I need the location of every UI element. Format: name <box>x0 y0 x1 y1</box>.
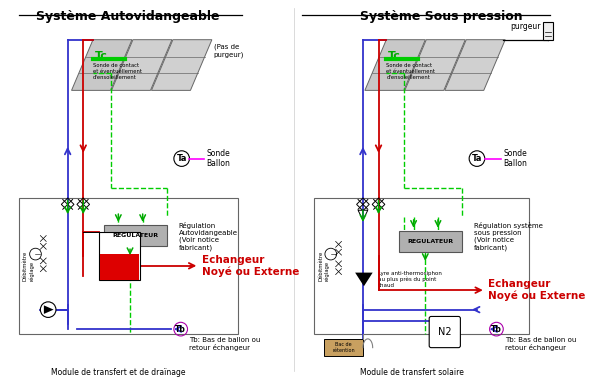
Circle shape <box>41 302 56 317</box>
Text: Tb: Bas de ballon ou
retour échangeur: Tb: Bas de ballon ou retour échangeur <box>505 337 577 351</box>
Bar <box>543 22 553 40</box>
Bar <box>104 225 167 246</box>
Text: Module de transfert et de draïnage: Module de transfert et de draïnage <box>51 368 186 377</box>
Text: Débitmètre
réglage: Débitmètre réglage <box>318 251 330 281</box>
Text: Ta: Ta <box>177 154 187 163</box>
Text: Tc: Tc <box>95 51 108 61</box>
Text: Débitmètre
réglage: Débitmètre réglage <box>23 251 34 281</box>
Text: Système Autovidangeable: Système Autovidangeable <box>36 10 220 24</box>
Text: Régulation système
sous pression
(Voir notice
fabricant): Régulation système sous pression (Voir n… <box>474 222 543 251</box>
FancyBboxPatch shape <box>429 317 460 347</box>
Text: Tb: Tb <box>491 325 502 334</box>
Text: REGULATEUR: REGULATEUR <box>407 239 453 244</box>
Polygon shape <box>445 40 505 90</box>
Bar <box>99 232 140 280</box>
Polygon shape <box>405 40 465 90</box>
Text: Module de transfert solaire: Module de transfert solaire <box>360 368 464 377</box>
Text: Ta: Ta <box>472 154 482 163</box>
Polygon shape <box>44 305 53 314</box>
Bar <box>19 198 238 334</box>
Text: Sonde
Ballon: Sonde Ballon <box>206 149 230 168</box>
Bar <box>399 231 463 252</box>
Text: Tc: Tc <box>388 51 401 61</box>
Text: Sonde
Ballon: Sonde Ballon <box>503 149 527 168</box>
Polygon shape <box>72 40 132 90</box>
Text: Echangeur
Noyé ou Externe: Echangeur Noyé ou Externe <box>202 255 299 277</box>
Text: Tb: Tb <box>175 325 186 334</box>
Text: REGULATEUR: REGULATEUR <box>112 233 158 238</box>
Text: Système Sous pression: Système Sous pression <box>359 10 522 24</box>
Text: Sonde de contact
et éventuellement
d'ensoleillement: Sonde de contact et éventuellement d'ens… <box>93 63 142 80</box>
Bar <box>100 254 139 280</box>
Text: Tb: Bas de ballon ou
retour échangeur: Tb: Bas de ballon ou retour échangeur <box>189 337 261 351</box>
Text: purgeur: purgeur <box>510 22 540 31</box>
Text: Bac de
rétention: Bac de rétention <box>332 342 354 353</box>
Text: N2: N2 <box>438 327 452 337</box>
Text: Sonde de contact
et éventuellement
d'ensoleillement: Sonde de contact et éventuellement d'ens… <box>386 63 435 80</box>
Polygon shape <box>365 40 426 90</box>
Bar <box>314 198 529 334</box>
Text: Lyre anti-thermosiphon
au plus près du point
chaud: Lyre anti-thermosiphon au plus près du p… <box>378 271 441 288</box>
Bar <box>324 339 363 356</box>
Text: Echangeur
Noyé ou Externe: Echangeur Noyé ou Externe <box>487 279 585 301</box>
Polygon shape <box>152 40 212 90</box>
Polygon shape <box>112 40 172 90</box>
Text: Régulation
Autovidangeable
(Voir notice
fabricant): Régulation Autovidangeable (Voir notice … <box>178 222 238 251</box>
Polygon shape <box>355 272 373 286</box>
Text: (Pas de
purgeur): (Pas de purgeur) <box>214 43 244 58</box>
